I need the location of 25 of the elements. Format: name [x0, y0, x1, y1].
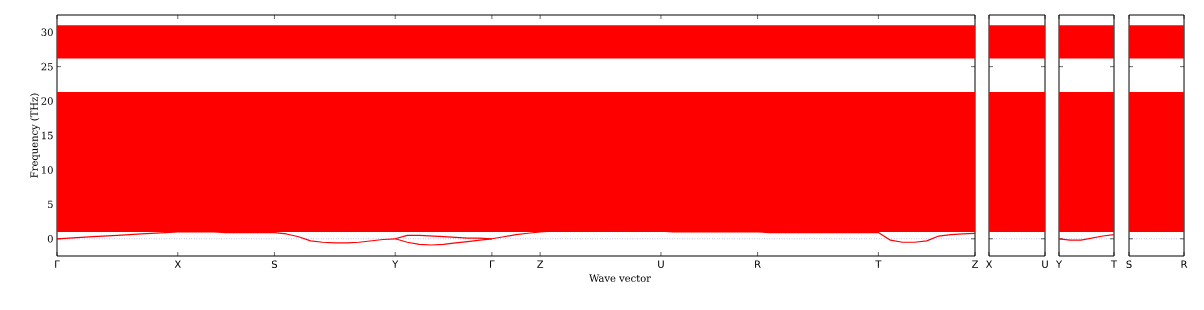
x-tick-label: X: [174, 260, 181, 268]
x-tick-label: U: [658, 260, 664, 268]
x-tick-label: S: [271, 260, 278, 269]
y-tick-label: 15: [42, 131, 53, 140]
x-tick-label: R: [755, 260, 761, 268]
y-tick-label: 0: [47, 235, 53, 243]
x-tick-label: Y: [1055, 260, 1063, 268]
y-tick-label: 25: [41, 62, 53, 71]
y-axis-title: Frequency (THz): [30, 93, 40, 178]
x-tick-label: Y: [392, 260, 399, 268]
y-tick-label: 5: [47, 200, 53, 209]
x-tick-label: R: [1181, 260, 1188, 268]
y-tick-label: 20: [41, 97, 53, 105]
x-tick-label: Γ: [490, 260, 495, 268]
x-tick-label: U: [1042, 260, 1048, 268]
x-tick-label: T: [1110, 260, 1118, 268]
x-tick-label: Z: [537, 260, 544, 268]
x-tick-label: Z: [972, 260, 978, 268]
x-tick-label: S: [1126, 260, 1132, 269]
y-tick-label: 30: [41, 28, 53, 36]
x-tick-label: X: [985, 260, 993, 268]
y-tick-label: 10: [42, 166, 53, 174]
x-axis-title: Wave vector: [589, 274, 651, 282]
x-tick-label: T: [875, 260, 882, 268]
x-tick-label: Γ: [55, 260, 60, 268]
